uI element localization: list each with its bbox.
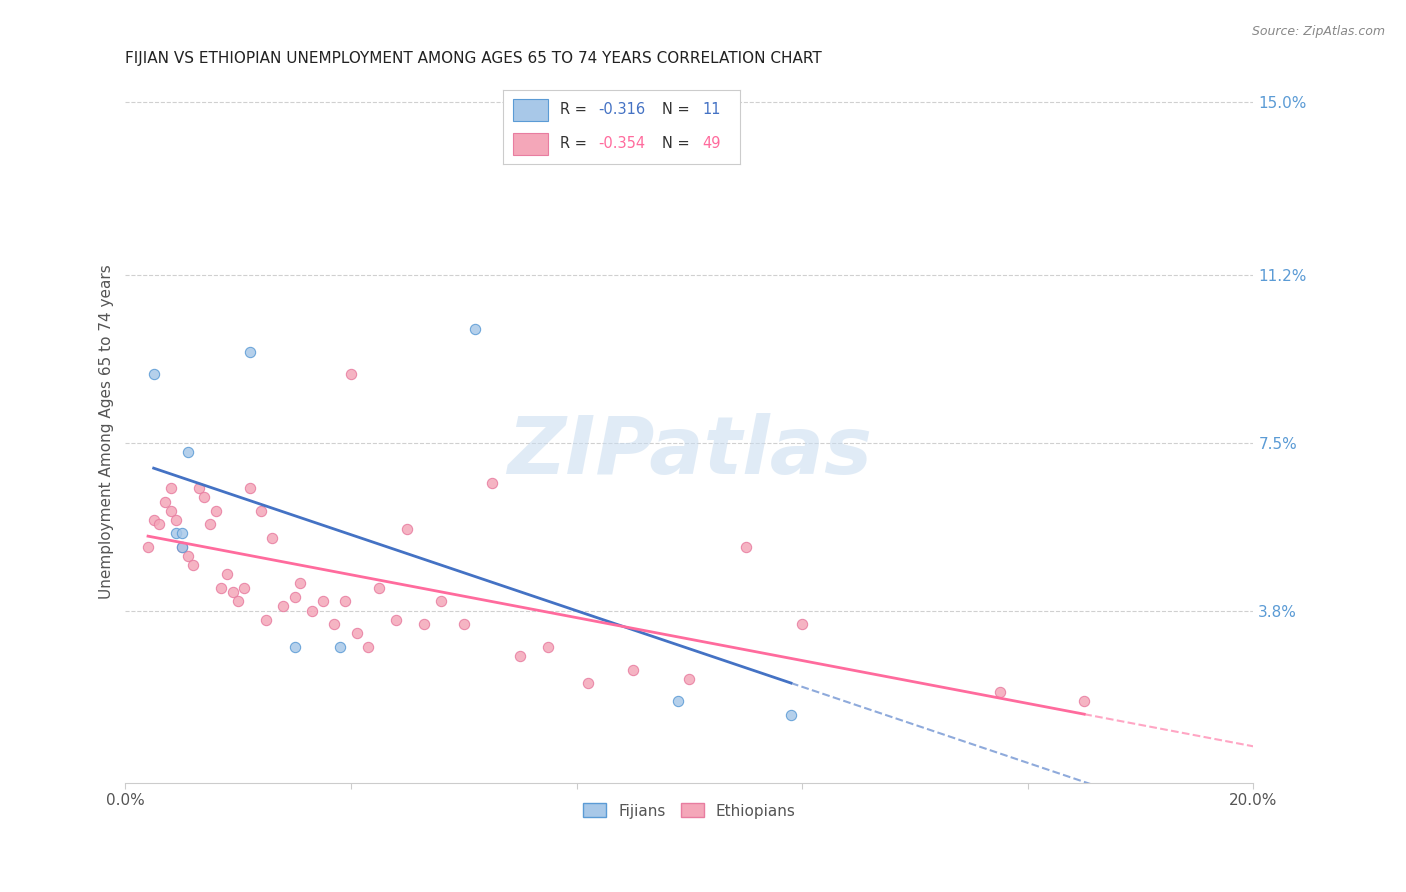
- Point: [396, 522, 419, 536]
- Point: [453, 617, 475, 632]
- Point: [481, 476, 503, 491]
- Point: [284, 640, 307, 654]
- Point: [142, 513, 165, 527]
- Point: [232, 581, 254, 595]
- Point: [181, 558, 204, 573]
- Point: [198, 517, 221, 532]
- Point: [176, 549, 198, 563]
- Point: [284, 590, 307, 604]
- Point: [256, 613, 278, 627]
- Point: [170, 526, 193, 541]
- Point: [340, 368, 363, 382]
- Point: [734, 540, 756, 554]
- Point: [666, 694, 689, 708]
- Point: [301, 603, 323, 617]
- Point: [142, 368, 165, 382]
- Point: [226, 594, 249, 608]
- Point: [273, 599, 295, 613]
- Point: [464, 322, 486, 336]
- Point: [148, 517, 170, 532]
- Point: [323, 617, 346, 632]
- Point: [170, 540, 193, 554]
- Point: [165, 526, 187, 541]
- Point: [780, 708, 803, 723]
- Point: [136, 540, 159, 554]
- Point: [537, 640, 560, 654]
- Point: [346, 626, 368, 640]
- Point: [368, 581, 391, 595]
- Point: [290, 576, 312, 591]
- Point: [621, 663, 644, 677]
- Point: [1073, 694, 1095, 708]
- Point: [159, 503, 181, 517]
- Text: FIJIAN VS ETHIOPIAN UNEMPLOYMENT AMONG AGES 65 TO 74 YEARS CORRELATION CHART: FIJIAN VS ETHIOPIAN UNEMPLOYMENT AMONG A…: [125, 51, 823, 66]
- Point: [413, 617, 436, 632]
- Point: [170, 540, 193, 554]
- Point: [509, 648, 531, 663]
- Point: [238, 344, 260, 359]
- Text: Source: ZipAtlas.com: Source: ZipAtlas.com: [1251, 25, 1385, 38]
- Point: [576, 676, 599, 690]
- Point: [357, 640, 380, 654]
- Point: [335, 594, 357, 608]
- Legend: Fijians, Ethiopians: Fijians, Ethiopians: [576, 797, 801, 825]
- Point: [187, 481, 209, 495]
- Point: [312, 594, 335, 608]
- Point: [430, 594, 453, 608]
- Point: [221, 585, 243, 599]
- Y-axis label: Unemployment Among Ages 65 to 74 years: Unemployment Among Ages 65 to 74 years: [100, 264, 114, 599]
- Point: [262, 531, 284, 545]
- Point: [165, 513, 187, 527]
- Point: [193, 490, 215, 504]
- Point: [153, 494, 176, 508]
- Point: [209, 581, 232, 595]
- Point: [385, 613, 408, 627]
- Point: [988, 685, 1011, 699]
- Text: ZIPatlas: ZIPatlas: [508, 413, 872, 491]
- Point: [238, 481, 260, 495]
- Point: [204, 503, 226, 517]
- Point: [678, 672, 700, 686]
- Point: [250, 503, 273, 517]
- Point: [215, 567, 238, 582]
- Point: [176, 444, 198, 458]
- Point: [329, 640, 352, 654]
- Point: [159, 481, 181, 495]
- Point: [792, 617, 814, 632]
